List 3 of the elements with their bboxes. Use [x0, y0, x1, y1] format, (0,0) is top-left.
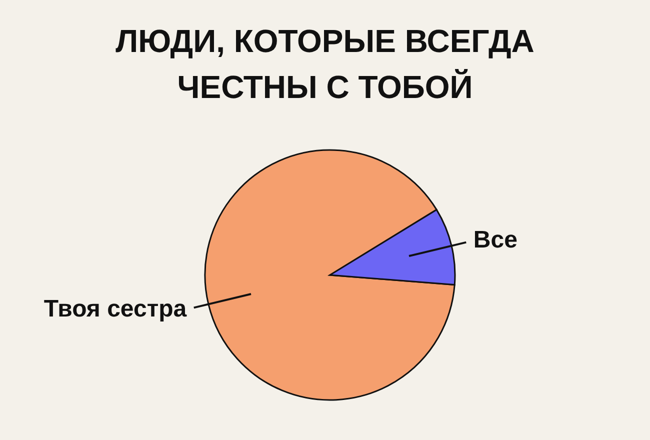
slice-label: Твоя сестра: [44, 295, 188, 322]
slice-label: Все: [473, 226, 518, 254]
chart-title: ЛЮДИ, КОТОРЫЕ ВСЕГДА ЧЕСТНЫ С ТОБОЙ: [116, 23, 534, 105]
